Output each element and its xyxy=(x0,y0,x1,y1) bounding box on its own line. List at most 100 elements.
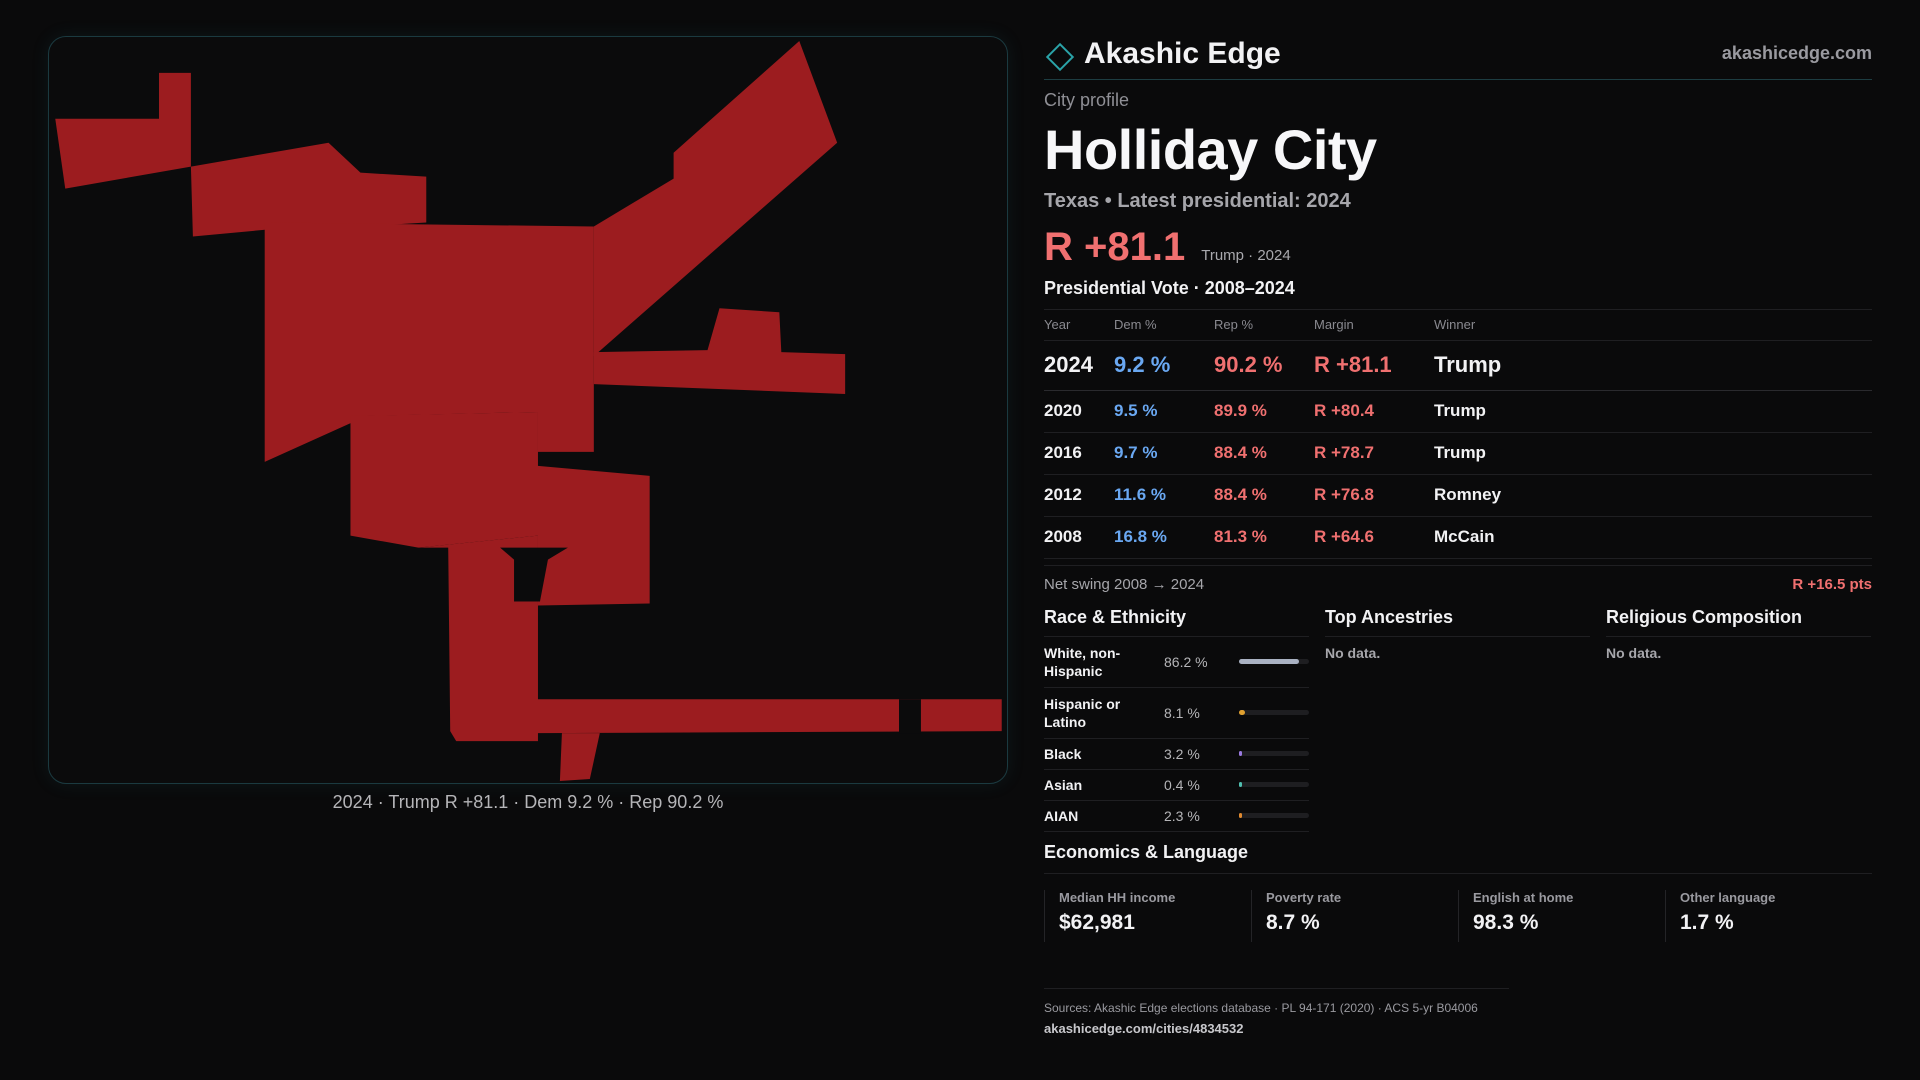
race-value: 0.4 % xyxy=(1164,776,1200,793)
boundary-parcel xyxy=(264,222,594,462)
econ-label: Poverty rate xyxy=(1266,889,1342,905)
cell-margin: R +76.8 xyxy=(1314,474,1434,517)
race-bar xyxy=(1239,751,1309,756)
econ-poverty-rate: Poverty rate 8.7 % xyxy=(1251,889,1458,942)
race-label: Asian xyxy=(1044,776,1083,793)
cell-margin: R +81.1 xyxy=(1314,340,1434,391)
net-swing: Net swing 2008 → 2024 R +16.5 pts xyxy=(1044,564,1872,593)
econ-value: 1.7 % xyxy=(1680,910,1734,934)
race-bar-fill xyxy=(1239,782,1242,787)
cell-year: 2008 xyxy=(1044,516,1114,559)
boundary-hole xyxy=(500,547,568,602)
ancestries-section: Top Ancestries No data. xyxy=(1325,607,1590,832)
ancestries-empty: No data. xyxy=(1325,644,1381,661)
footer: Sources: Akashic Edge elections database… xyxy=(1044,987,1509,1036)
race-bar xyxy=(1239,782,1309,787)
race-label: Hispanic or Latino xyxy=(1044,695,1121,730)
header: Akashic Edge akashicedge.com xyxy=(1044,28,1872,80)
cell-rep: 90.2 % xyxy=(1214,340,1314,391)
vote-section-title: Presidential Vote · 2008–2024 xyxy=(1044,278,1872,310)
col-year: Year xyxy=(1044,310,1114,341)
cell-margin: R +78.7 xyxy=(1314,432,1434,475)
map-caption: 2024 · Trump R +81.1 · Dem 9.2 % · Rep 9… xyxy=(332,792,724,812)
race-row: Hispanic or Latino 8.1 % xyxy=(1044,688,1309,739)
economics-grid: Median HH income $62,981 Poverty rate 8.… xyxy=(1044,889,1872,942)
latest-margin: R +81.1 Trump · 2024 xyxy=(1044,225,1872,270)
cell-winner: Trump xyxy=(1434,432,1872,475)
econ-value: $62,981 xyxy=(1059,910,1135,934)
cell-year: 2024 xyxy=(1044,340,1114,391)
demographics-columns: Race & Ethnicity White, non-Hispanic 86.… xyxy=(1044,607,1872,832)
net-swing-label: Net swing 2008 → 2024 xyxy=(1044,575,1205,593)
race-bar-fill xyxy=(1239,751,1242,756)
cell-winner: Romney xyxy=(1434,474,1872,517)
religion-title: Religious Composition xyxy=(1606,607,1871,637)
cell-dem: 9.7 % xyxy=(1114,432,1214,475)
race-bar xyxy=(1239,710,1309,715)
cell-winner: Trump xyxy=(1434,390,1872,433)
cell-margin: R +80.4 xyxy=(1314,390,1434,433)
table-row: 2020 9.5 % 89.9 % R +80.4 Trump xyxy=(1044,390,1872,433)
race-bar-fill xyxy=(1239,710,1245,715)
religion-empty: No data. xyxy=(1606,644,1662,661)
city-boundary-map[interactable] xyxy=(48,36,1008,784)
boundary-parcel xyxy=(350,411,650,606)
race-value: 2.3 % xyxy=(1164,807,1200,824)
race-bar xyxy=(1239,813,1309,818)
econ-other-language: Other language 1.7 % xyxy=(1665,889,1872,942)
cell-year: 2020 xyxy=(1044,390,1114,433)
col-winner: Winner xyxy=(1434,310,1872,341)
econ-label: English at home xyxy=(1473,889,1574,905)
race-label: White, non-Hispanic xyxy=(1044,644,1121,679)
econ-english-home: English at home 98.3 % xyxy=(1458,889,1665,942)
brand[interactable]: Akashic Edge xyxy=(1044,37,1281,71)
boundary-parcel xyxy=(55,72,191,189)
brand-name: Akashic Edge xyxy=(1084,36,1281,70)
race-bar-fill xyxy=(1239,813,1242,818)
econ-value: 8.7 % xyxy=(1266,910,1320,934)
vote-table: Year Dem % Rep % Margin Winner 2024 9.2 … xyxy=(1044,310,1872,559)
race-value: 3.2 % xyxy=(1164,745,1200,762)
cell-rep: 89.9 % xyxy=(1214,390,1314,433)
col-rep: Rep % xyxy=(1214,310,1314,341)
race-row: Black 3.2 % xyxy=(1044,739,1309,770)
sources-note: Sources: Akashic Edge elections database… xyxy=(1044,1000,1478,1015)
table-row: 2016 9.7 % 88.4 % R +78.7 Trump xyxy=(1044,432,1872,475)
vote-table-header: Year Dem % Rep % Margin Winner xyxy=(1044,310,1872,341)
race-ethnicity-section: Race & Ethnicity White, non-Hispanic 86.… xyxy=(1044,607,1309,832)
cell-year: 2012 xyxy=(1044,474,1114,517)
boundary-parcel xyxy=(190,142,427,237)
cell-rep: 81.3 % xyxy=(1214,516,1314,559)
cell-dem: 9.5 % xyxy=(1114,390,1214,433)
race-bar-fill xyxy=(1239,659,1300,664)
net-swing-value: R +16.5 pts xyxy=(1792,575,1872,593)
site-domain-link[interactable]: akashicedge.com xyxy=(1721,43,1872,63)
econ-value: 98.3 % xyxy=(1473,910,1539,934)
boundary-parcel xyxy=(593,308,846,395)
boundary-shapes xyxy=(55,40,1002,782)
race-label: AIAN xyxy=(1044,807,1079,824)
boundary-hole xyxy=(899,699,921,734)
race-row: White, non-Hispanic 86.2 % xyxy=(1044,637,1309,688)
ancestries-title: Top Ancestries xyxy=(1325,607,1590,637)
boundary-svg xyxy=(55,40,1002,782)
table-row: 2024 9.2 % 90.2 % R +81.1 Trump xyxy=(1044,340,1872,391)
cell-margin: R +64.6 xyxy=(1314,516,1434,559)
latest-margin-note: Trump · 2024 xyxy=(1201,247,1291,264)
boundary-parcel xyxy=(559,733,600,782)
page-title: Holliday City xyxy=(1044,118,1377,181)
col-margin: Margin xyxy=(1314,310,1434,341)
race-value: 86.2 % xyxy=(1164,653,1208,670)
cell-dem: 11.6 % xyxy=(1114,474,1214,517)
race-bar xyxy=(1239,659,1309,664)
page-subtitle: Texas • Latest presidential: 2024 xyxy=(1044,190,1351,212)
religion-section: Religious Composition No data. xyxy=(1606,607,1871,832)
econ-label: Other language xyxy=(1680,889,1776,905)
cell-dem: 16.8 % xyxy=(1114,516,1214,559)
table-row: 2012 11.6 % 88.4 % R +76.8 Romney xyxy=(1044,474,1872,517)
page-url-link[interactable]: akashicedge.com/cities/4834532 xyxy=(1044,1020,1244,1036)
cell-dem: 9.2 % xyxy=(1114,340,1214,391)
race-row: Asian 0.4 % xyxy=(1044,770,1309,801)
page-kicker: City profile xyxy=(1044,90,1130,110)
latest-margin-value: R +81.1 xyxy=(1044,225,1186,269)
